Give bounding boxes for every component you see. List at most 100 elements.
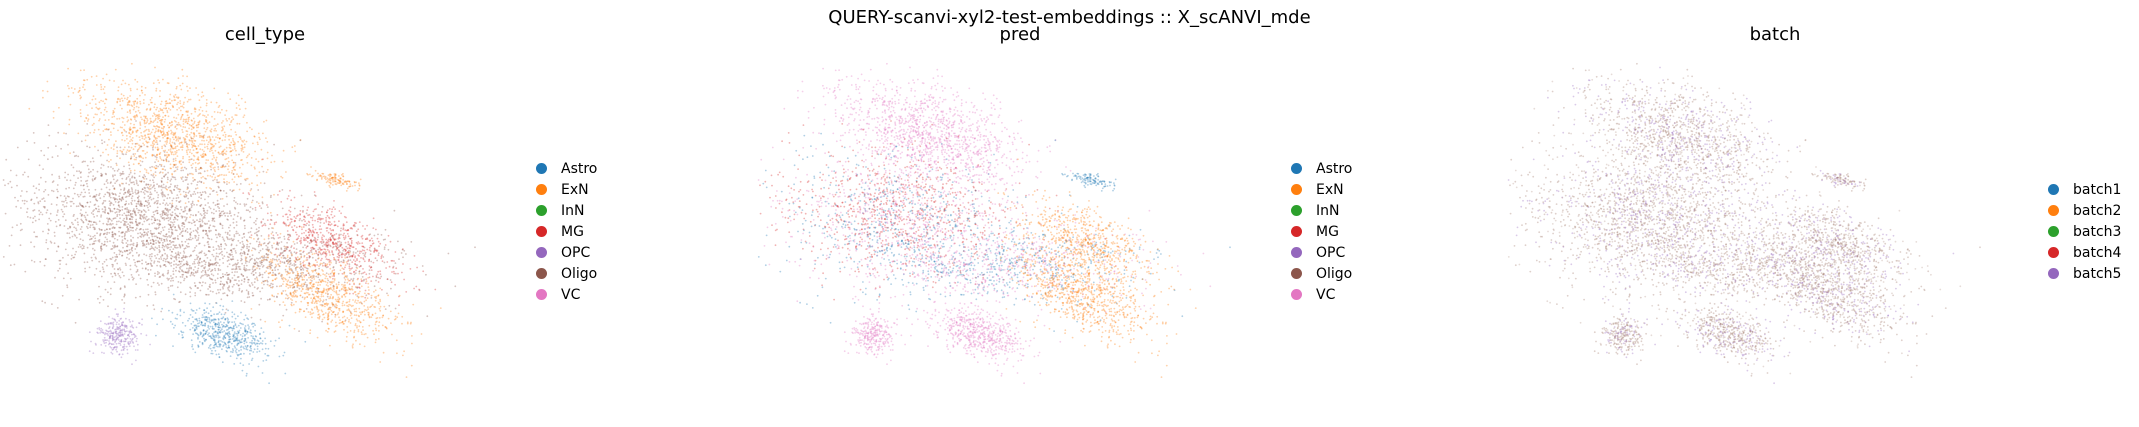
scatter-point — [153, 262, 156, 264]
scatter-point — [224, 231, 227, 234]
scatter-point — [69, 225, 71, 228]
scatter-point — [314, 249, 317, 252]
scatter-point — [165, 188, 168, 191]
scatter-point — [374, 327, 377, 330]
scatter-point — [124, 191, 127, 194]
scatter-point — [111, 116, 114, 118]
scatter-point — [146, 133, 149, 136]
scatter-point — [293, 215, 296, 218]
scatter-point — [210, 229, 212, 232]
scatter-point — [150, 285, 153, 288]
scatter-point — [154, 146, 157, 149]
scatter-point — [177, 188, 180, 190]
scatter-point — [326, 290, 329, 293]
scatter-point — [78, 243, 81, 246]
scatter-point — [344, 320, 346, 323]
scatter-point — [337, 252, 340, 255]
scatter-point — [100, 245, 102, 248]
scatter-point — [237, 211, 240, 214]
scatter-point — [292, 228, 294, 231]
scatter-point — [368, 240, 371, 242]
scatter-point — [422, 270, 425, 273]
scatter-point — [209, 278, 212, 280]
scatter-point — [178, 256, 180, 259]
scatter-point — [187, 110, 189, 113]
scatter-point — [282, 276, 285, 279]
scatter-point — [258, 303, 261, 306]
scatter-point — [250, 308, 253, 310]
scatter-point — [321, 318, 324, 321]
scatter-point — [260, 148, 263, 151]
scatter-point — [189, 228, 192, 230]
scatter-point — [100, 245, 103, 248]
scatter-point — [359, 290, 361, 293]
scatter-point — [231, 149, 234, 151]
scatter-point — [307, 206, 309, 209]
scatter-point — [290, 301, 293, 304]
scatter-point — [156, 253, 159, 256]
scatter-point — [103, 86, 106, 88]
scatter-point — [106, 233, 108, 236]
scatter-point — [126, 96, 129, 99]
scatter-point — [179, 100, 182, 102]
scatter-point — [178, 301, 181, 304]
scatter-point — [327, 231, 330, 234]
scatter-point — [27, 158, 30, 161]
scatter-point — [86, 261, 89, 263]
scatter-point — [123, 124, 126, 126]
scatter-point — [181, 276, 184, 278]
scatter-point — [131, 188, 134, 191]
scatter-point — [135, 214, 137, 217]
scatter-point — [74, 235, 77, 237]
scatter-point — [358, 270, 361, 272]
scatter-point — [175, 276, 178, 278]
scatter-point — [139, 139, 141, 141]
scatter-point — [362, 268, 364, 270]
scatter-point — [238, 284, 240, 287]
scatter-point — [205, 186, 208, 189]
scatter-point — [222, 134, 225, 137]
scatter-point — [173, 95, 175, 98]
scatter-point — [394, 272, 397, 275]
scatter-point — [150, 184, 152, 186]
scatter-point — [302, 246, 304, 249]
scatter-point — [93, 273, 96, 276]
scatter-point — [242, 151, 245, 153]
scatter-point — [42, 230, 44, 233]
scatter-point — [362, 329, 364, 331]
scatter-point — [370, 269, 373, 271]
scatter-point — [211, 269, 213, 272]
scatter-point — [204, 263, 207, 266]
scatter-point — [326, 229, 328, 232]
scatter-point — [251, 254, 254, 257]
scatter-point — [185, 260, 188, 263]
scatter-point — [190, 125, 193, 127]
scatter-point — [187, 242, 190, 245]
scatter-point — [272, 258, 274, 260]
scatter-point — [113, 169, 116, 172]
scatter-point — [54, 276, 56, 279]
scatter-point — [239, 242, 242, 244]
scatter-point — [345, 252, 348, 255]
scatter-point — [100, 174, 102, 177]
scatter-point — [167, 115, 170, 118]
scatter-point — [165, 158, 168, 161]
scatter-point — [81, 231, 83, 234]
scatter-point — [121, 206, 124, 208]
scatter-point — [246, 296, 249, 299]
scatter-point — [259, 138, 261, 141]
scatter-point — [159, 163, 161, 166]
scatter-point — [122, 246, 124, 249]
scatter-point — [234, 268, 237, 271]
scatter-point — [200, 194, 203, 197]
scatter-point — [273, 237, 276, 240]
scatter-point — [144, 175, 147, 178]
scatter-point — [116, 170, 119, 172]
scatter-point — [258, 230, 260, 232]
scatter-point — [179, 233, 181, 236]
scatter-point — [129, 110, 131, 113]
scatter-point — [231, 159, 234, 162]
scatter-point — [335, 262, 337, 265]
scatter-point — [184, 219, 187, 222]
scatter-point — [222, 210, 225, 213]
